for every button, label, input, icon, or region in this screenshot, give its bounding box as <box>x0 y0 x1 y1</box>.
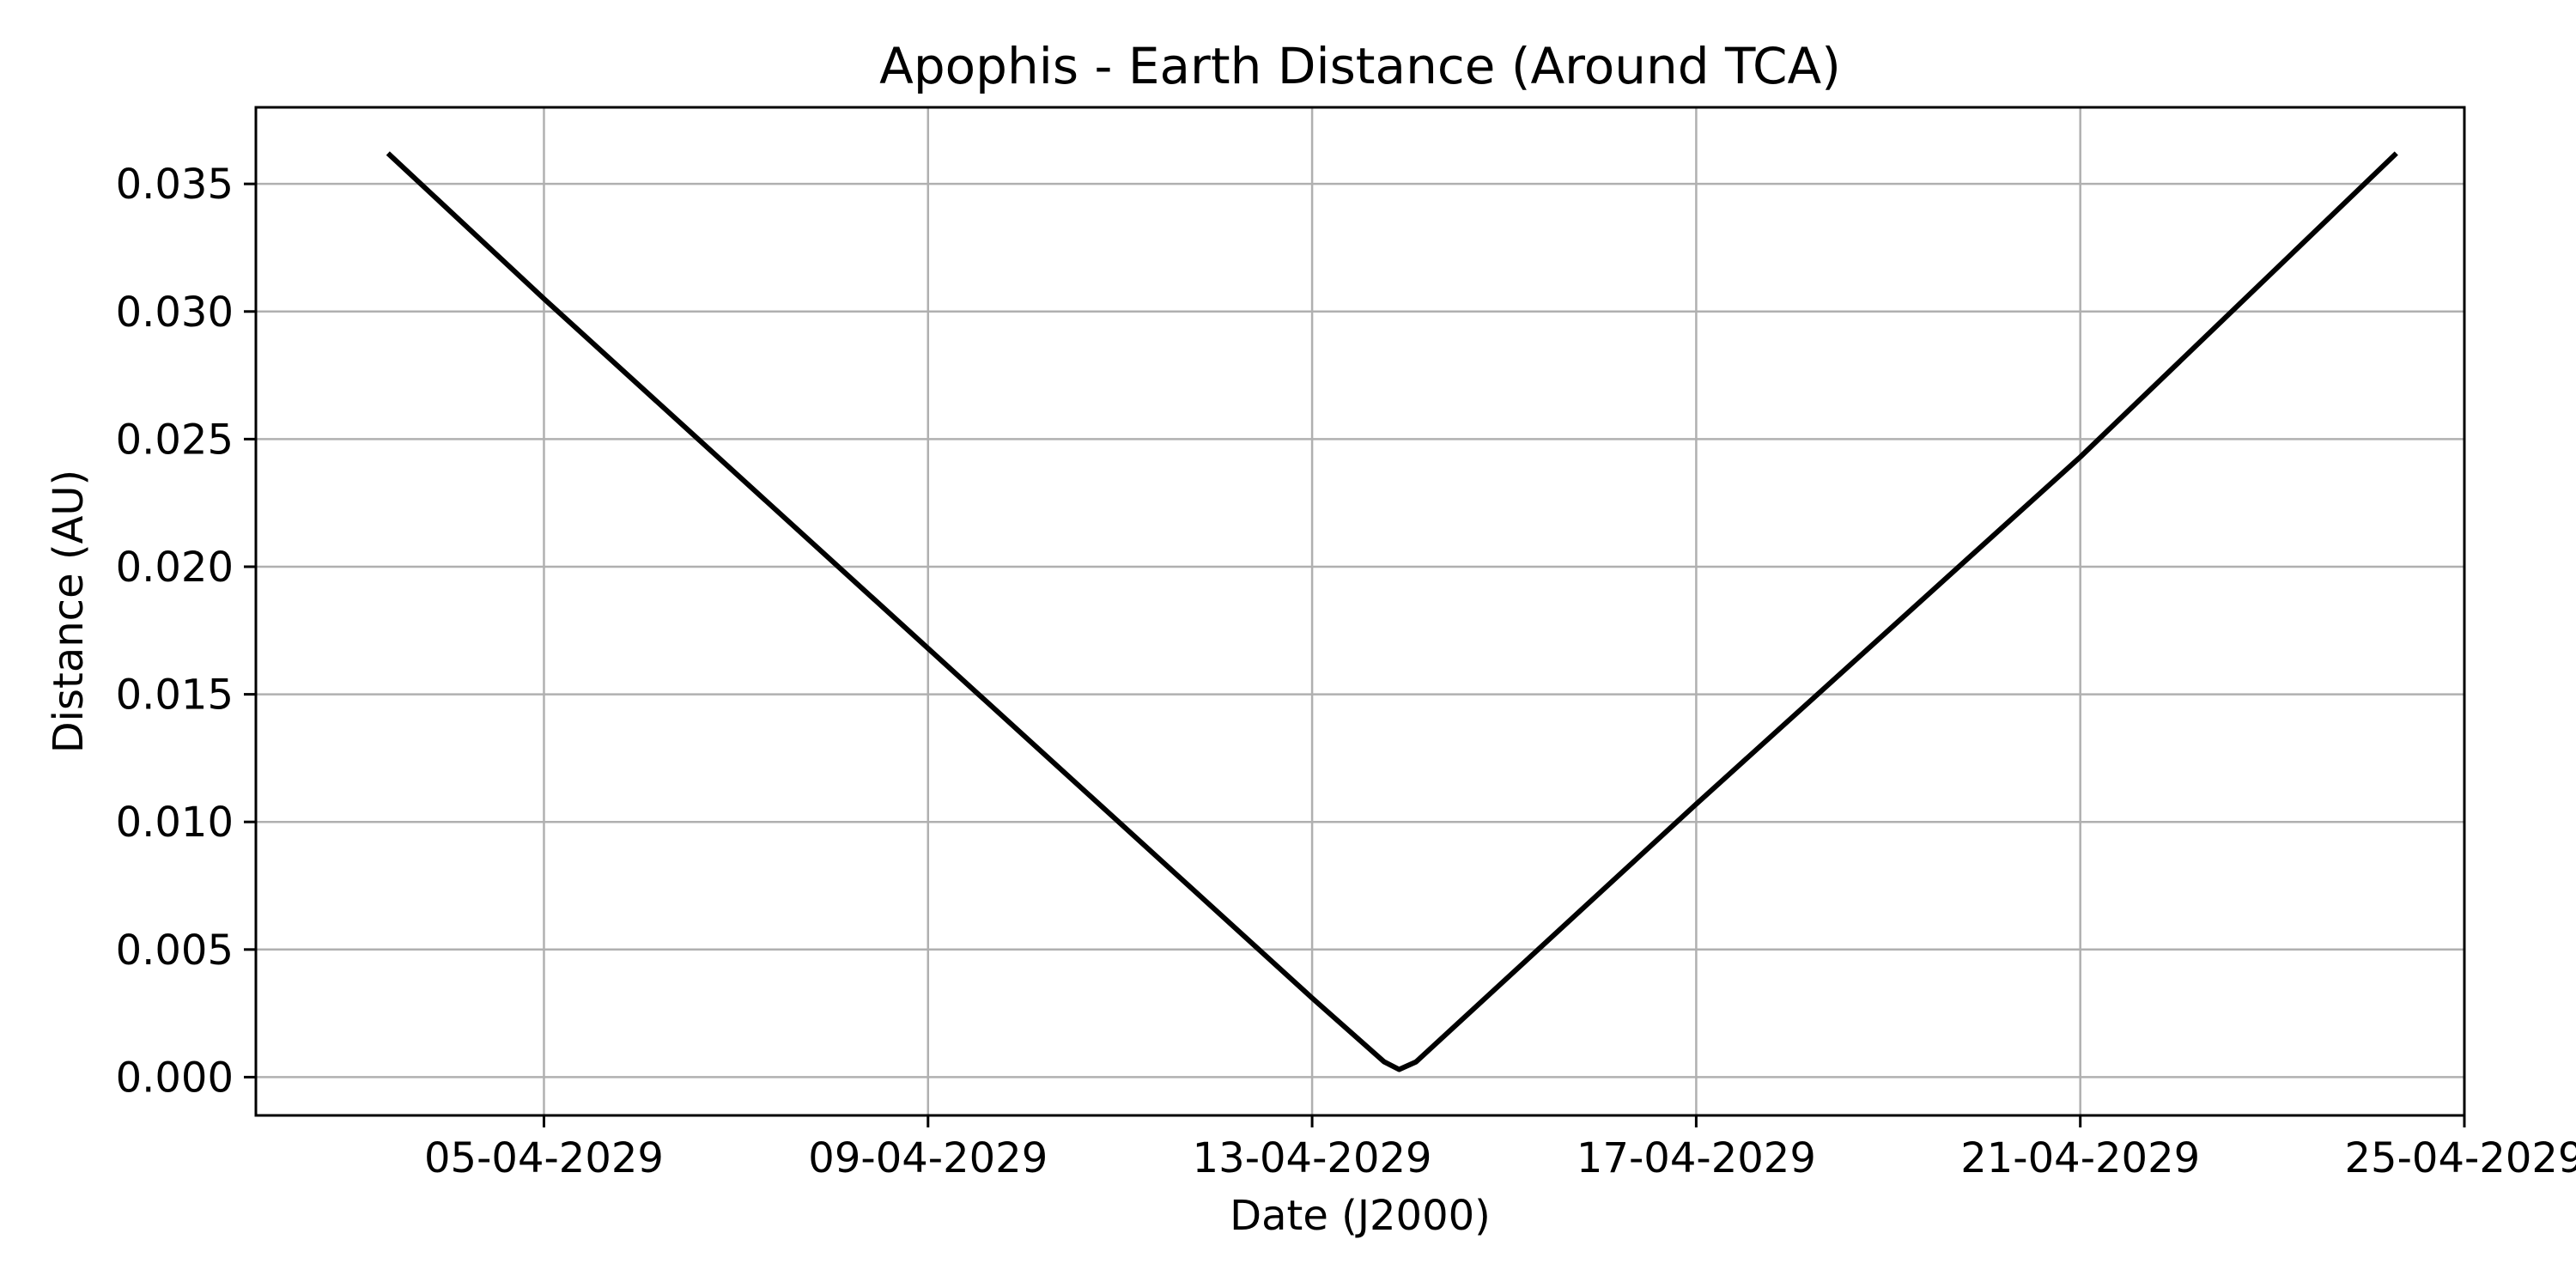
y-tick-label: 0.000 <box>116 1054 234 1102</box>
x-tick-label: 21-04-2029 <box>1960 1134 2200 1182</box>
x-axis-label: Date (J2000) <box>1230 1192 1491 1240</box>
y-tick-label: 0.005 <box>116 927 234 975</box>
tick-layer: 05-04-2029 09-04-2029 13-04-2029 17-04-2029… <box>116 161 2576 1182</box>
y-tick-label: 0.010 <box>116 799 234 847</box>
chart-title: Apophis - Earth Distance (Around TCA) <box>879 37 1841 95</box>
y-tick-label: 0.030 <box>116 289 234 337</box>
x-tick-label: 13-04-2029 <box>1193 1134 1432 1182</box>
x-tick-label: 05-04-2029 <box>424 1134 664 1182</box>
y-axis-label: Distance (AU) <box>45 470 93 754</box>
y-tick-label: 0.035 <box>116 161 234 209</box>
series-layer <box>386 151 2398 1072</box>
x-tick-label: 09-04-2029 <box>808 1134 1048 1182</box>
y-tick-label: 0.015 <box>116 671 234 720</box>
y-tick-label: 0.025 <box>116 416 234 464</box>
y-tick-label: 0.020 <box>116 544 234 592</box>
x-tick-label: 25-04-2029 <box>2345 1134 2576 1182</box>
series-line <box>386 151 2398 1072</box>
x-tick-label: 17-04-2029 <box>1577 1134 1816 1182</box>
plot-frame <box>254 106 2466 1117</box>
